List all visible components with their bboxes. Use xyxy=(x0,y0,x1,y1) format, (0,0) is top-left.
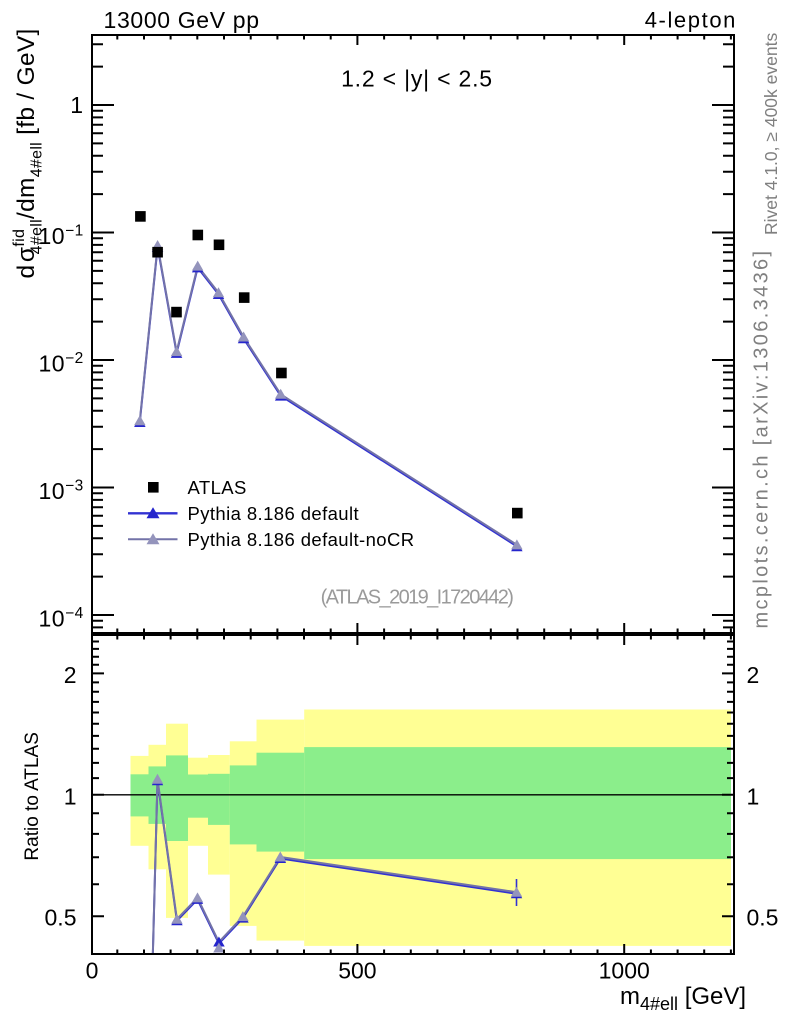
svg-text:Pythia 8.186 default-noCR: Pythia 8.186 default-noCR xyxy=(188,529,415,550)
svg-text:1000: 1000 xyxy=(599,958,650,984)
svg-text:Rivet 4.1.0, ≥ 400k events: Rivet 4.1.0, ≥ 400k events xyxy=(761,33,781,235)
svg-text:1: 1 xyxy=(747,783,760,809)
svg-text:0: 0 xyxy=(86,958,99,984)
svg-text:Ratio to ATLAS: Ratio to ATLAS xyxy=(22,732,43,861)
svg-text:m4#ell [GeV]: m4#ell [GeV] xyxy=(620,983,746,1014)
svg-text:2: 2 xyxy=(64,662,77,688)
svg-text:500: 500 xyxy=(338,958,376,984)
svg-text:10−2: 10−2 xyxy=(39,350,84,377)
svg-text:ATLAS: ATLAS xyxy=(188,477,247,498)
svg-text:1.2 < |y| < 2.5: 1.2 < |y| < 2.5 xyxy=(341,66,493,92)
svg-text:10−3: 10−3 xyxy=(39,478,84,505)
svg-text:4-lepton: 4-lepton xyxy=(645,8,737,33)
svg-text:1: 1 xyxy=(70,92,83,118)
svg-text:13000 GeV pp: 13000 GeV pp xyxy=(104,7,260,33)
svg-text:0.5: 0.5 xyxy=(45,905,77,931)
svg-text:mcplots.cern.ch [arXiv:1306.34: mcplots.cern.ch [arXiv:1306.3436] xyxy=(751,249,773,629)
svg-text:(ATLAS_2019_I1720442): (ATLAS_2019_I1720442) xyxy=(321,587,514,609)
svg-text:0.5: 0.5 xyxy=(747,905,779,931)
svg-text:1: 1 xyxy=(64,783,77,809)
svg-text:Pythia 8.186 default: Pythia 8.186 default xyxy=(188,503,360,524)
svg-text:2: 2 xyxy=(747,662,760,688)
